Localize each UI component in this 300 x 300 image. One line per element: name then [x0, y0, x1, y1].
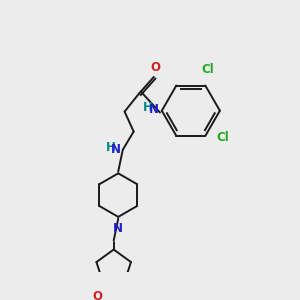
- Text: O: O: [150, 61, 161, 74]
- Text: N: N: [149, 103, 159, 116]
- Text: O: O: [93, 290, 103, 300]
- Text: H: H: [106, 141, 116, 154]
- Text: N: N: [113, 222, 123, 235]
- Text: H: H: [143, 100, 153, 114]
- Text: Cl: Cl: [216, 131, 229, 144]
- Text: Cl: Cl: [202, 64, 214, 76]
- Text: N: N: [111, 143, 121, 156]
